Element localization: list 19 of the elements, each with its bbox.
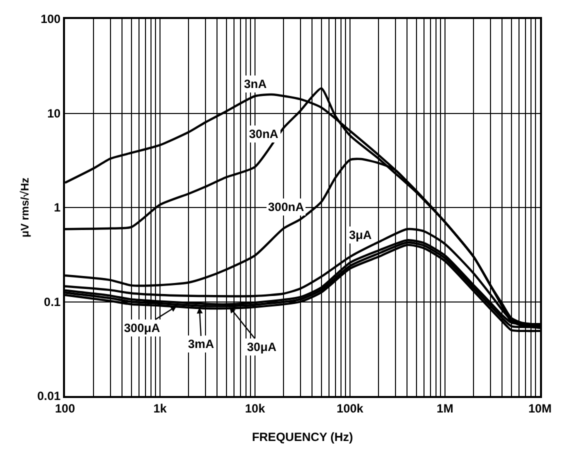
annotation: 3mA	[188, 337, 214, 351]
x-tick-label: 1k	[153, 401, 167, 416]
y-tick-label: 0.01	[37, 389, 61, 404]
annotation: 3nA	[244, 77, 268, 91]
x-tick-label: 10M	[528, 401, 552, 416]
annotation: 3μA	[349, 228, 372, 242]
y-tick-label: 100	[40, 12, 61, 26]
annotation: 300μA	[124, 321, 160, 335]
y-tick-label: 0.1	[44, 294, 61, 309]
x-tick-label: 10k	[244, 401, 266, 416]
annotation: 300nA	[268, 200, 304, 214]
annotation: 30nA	[249, 127, 279, 141]
x-tick-label: 100k	[336, 401, 364, 416]
x-tick-label: 1M	[436, 401, 454, 416]
y-tick-label: 10	[47, 106, 61, 120]
x-axis-title: FREQUENCY (Hz)	[252, 430, 354, 444]
y-axis-title: μV rms/√Hz	[19, 177, 32, 238]
y-tick-label: 1	[54, 200, 61, 215]
annotation: 30μA	[247, 340, 277, 354]
